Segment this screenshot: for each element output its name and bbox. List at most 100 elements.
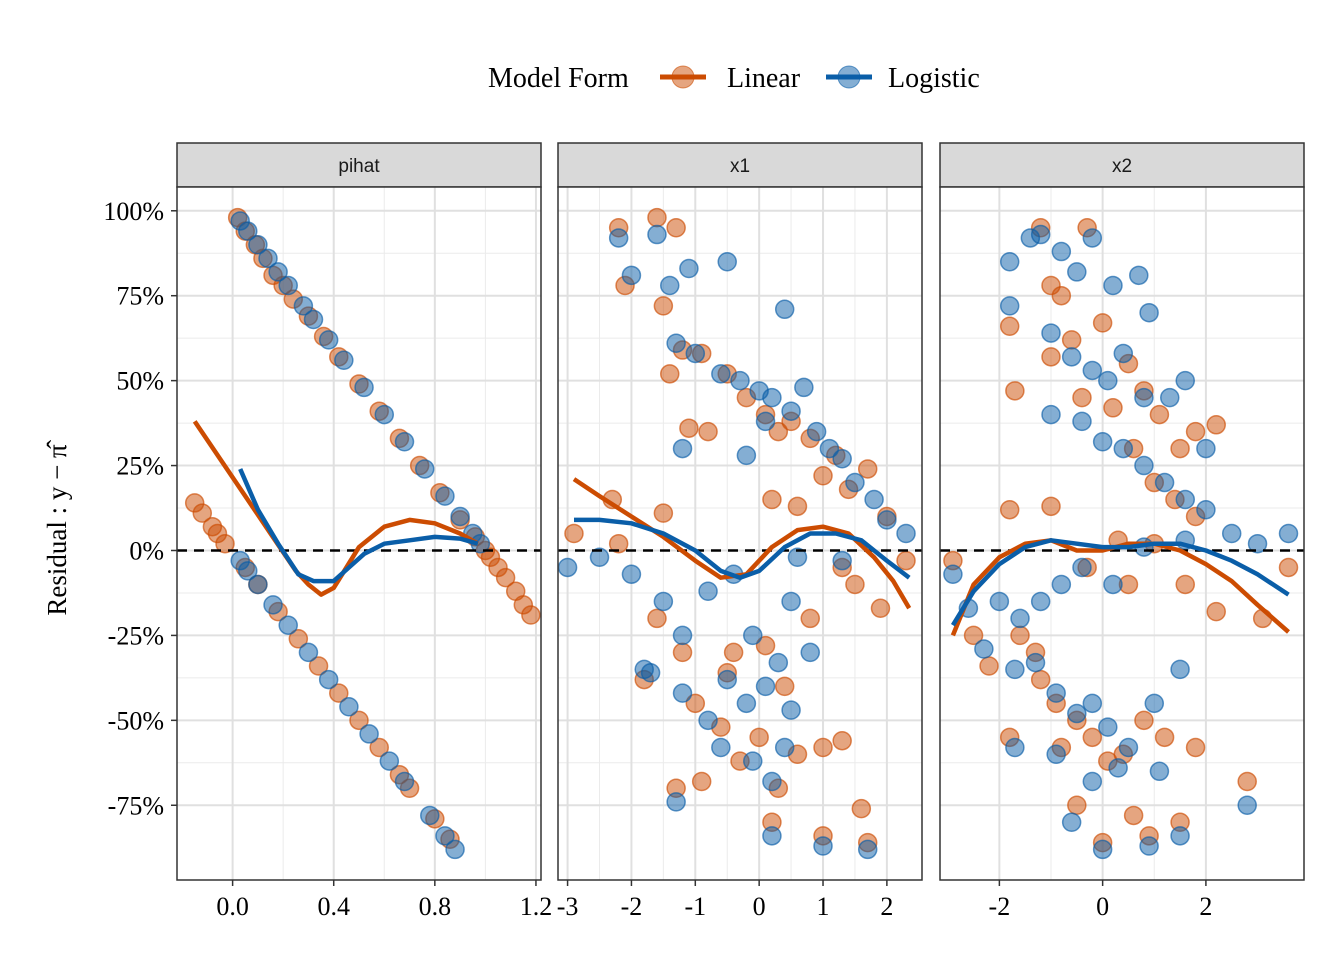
point-logistic — [666, 333, 686, 354]
point-linear — [857, 459, 878, 479]
point-logistic — [339, 697, 359, 717]
point-linear — [1237, 771, 1257, 792]
smooth-line-logistic — [950, 538, 1290, 627]
point-logistic — [1237, 795, 1257, 816]
point-logistic — [1154, 472, 1175, 493]
point-logistic — [394, 432, 415, 452]
point-linear — [1067, 795, 1087, 816]
point-logistic — [238, 561, 258, 581]
point-logistic — [293, 296, 314, 316]
y-tick-label: 75% — [116, 282, 164, 311]
point-logistic — [1046, 744, 1066, 765]
point-linear — [1206, 601, 1226, 622]
point-logistic — [1103, 275, 1123, 296]
point-logistic — [762, 387, 782, 408]
panel-border — [557, 186, 923, 881]
point-logistic — [813, 836, 833, 856]
y-tick-label: 0% — [129, 536, 164, 565]
point-logistic — [435, 826, 455, 846]
point-logistic — [445, 839, 465, 860]
x-tick-label: 0 — [1096, 892, 1109, 921]
x-tick-label: -3 — [557, 892, 579, 921]
point-logistic — [1098, 370, 1118, 391]
point-linear — [1041, 496, 1061, 517]
point-logistic — [1051, 241, 1072, 262]
x-tick-label: -2 — [989, 892, 1011, 921]
point-logistic — [762, 771, 782, 792]
panel-border — [176, 186, 542, 881]
point-linear — [349, 710, 369, 731]
plot-background — [177, 187, 541, 880]
point-linear — [672, 642, 693, 663]
point-linear — [653, 503, 674, 523]
point-linear — [845, 574, 865, 595]
point-logistic — [781, 700, 801, 720]
point-logistic — [774, 737, 795, 758]
point-linear — [308, 656, 329, 676]
y-tick-label: -75% — [108, 791, 164, 820]
point-logistic — [999, 296, 1020, 316]
panel-border — [939, 186, 1305, 881]
point-logistic — [666, 792, 686, 812]
point-logistic — [685, 343, 706, 364]
strip-x1 — [557, 142, 923, 188]
point-linear — [647, 207, 667, 228]
point-logistic — [794, 377, 814, 398]
point-linear — [1072, 387, 1092, 408]
x-tick-label: 0.4 — [317, 892, 350, 921]
point-logistic — [989, 591, 1010, 612]
point-linear — [288, 629, 309, 649]
point-logistic — [1247, 533, 1268, 554]
legend: Model Form Linear Logistic — [488, 63, 980, 94]
point-linear — [1278, 557, 1299, 578]
point-linear — [1206, 415, 1226, 435]
point-logistic — [303, 309, 324, 330]
plot-background — [558, 187, 922, 880]
point-logistic — [1082, 771, 1103, 792]
point-logistic — [621, 564, 642, 585]
point-logistic — [394, 771, 415, 792]
point-logistic — [1113, 343, 1134, 364]
point-logistic — [1149, 761, 1170, 782]
point-logistic — [1072, 411, 1092, 432]
point-logistic — [647, 224, 667, 245]
point-logistic — [1092, 432, 1113, 452]
legend-title: Model Form — [488, 63, 629, 94]
point-linear — [800, 608, 820, 629]
point-logistic — [420, 805, 440, 826]
point-logistic — [819, 438, 840, 459]
point-logistic — [238, 221, 258, 241]
point-linear — [1103, 398, 1123, 418]
point-linear — [768, 421, 789, 442]
point-logistic — [318, 669, 339, 690]
smooth-line-linear — [192, 420, 479, 597]
point-logistic — [334, 350, 354, 370]
point-logistic — [1051, 574, 1072, 595]
point-logistic — [943, 564, 963, 585]
point-logistic — [774, 299, 795, 320]
point-linear — [521, 605, 541, 625]
point-linear — [608, 533, 629, 554]
panel-x2: x2 -2 0 2 — [939, 142, 1305, 921]
point-logistic — [608, 228, 629, 248]
smooth-line-logistic — [574, 517, 911, 580]
point-logistic — [258, 248, 278, 269]
point-linear — [999, 499, 1020, 520]
point-logistic — [278, 615, 298, 635]
y-tick-label: -25% — [108, 621, 164, 650]
point-logistic — [414, 459, 435, 479]
point-logistic — [1067, 262, 1087, 282]
point-logistic — [698, 581, 718, 601]
y-axis: 100% 75% 50% 25% 0% -25% -50% -75% — [103, 197, 177, 820]
strip-label-x2: x2 — [1112, 156, 1132, 177]
point-logistic — [1175, 370, 1195, 391]
point-logistic — [379, 751, 400, 771]
point-logistic — [698, 710, 718, 731]
point-logistic — [634, 659, 654, 680]
strip-label-x1: x1 — [730, 156, 750, 177]
point-logistic — [1005, 659, 1025, 680]
point-logistic — [1113, 438, 1134, 459]
x-tick-label: 1.2 — [520, 892, 553, 921]
point-logistic — [359, 724, 379, 744]
point-logistic — [263, 595, 283, 615]
